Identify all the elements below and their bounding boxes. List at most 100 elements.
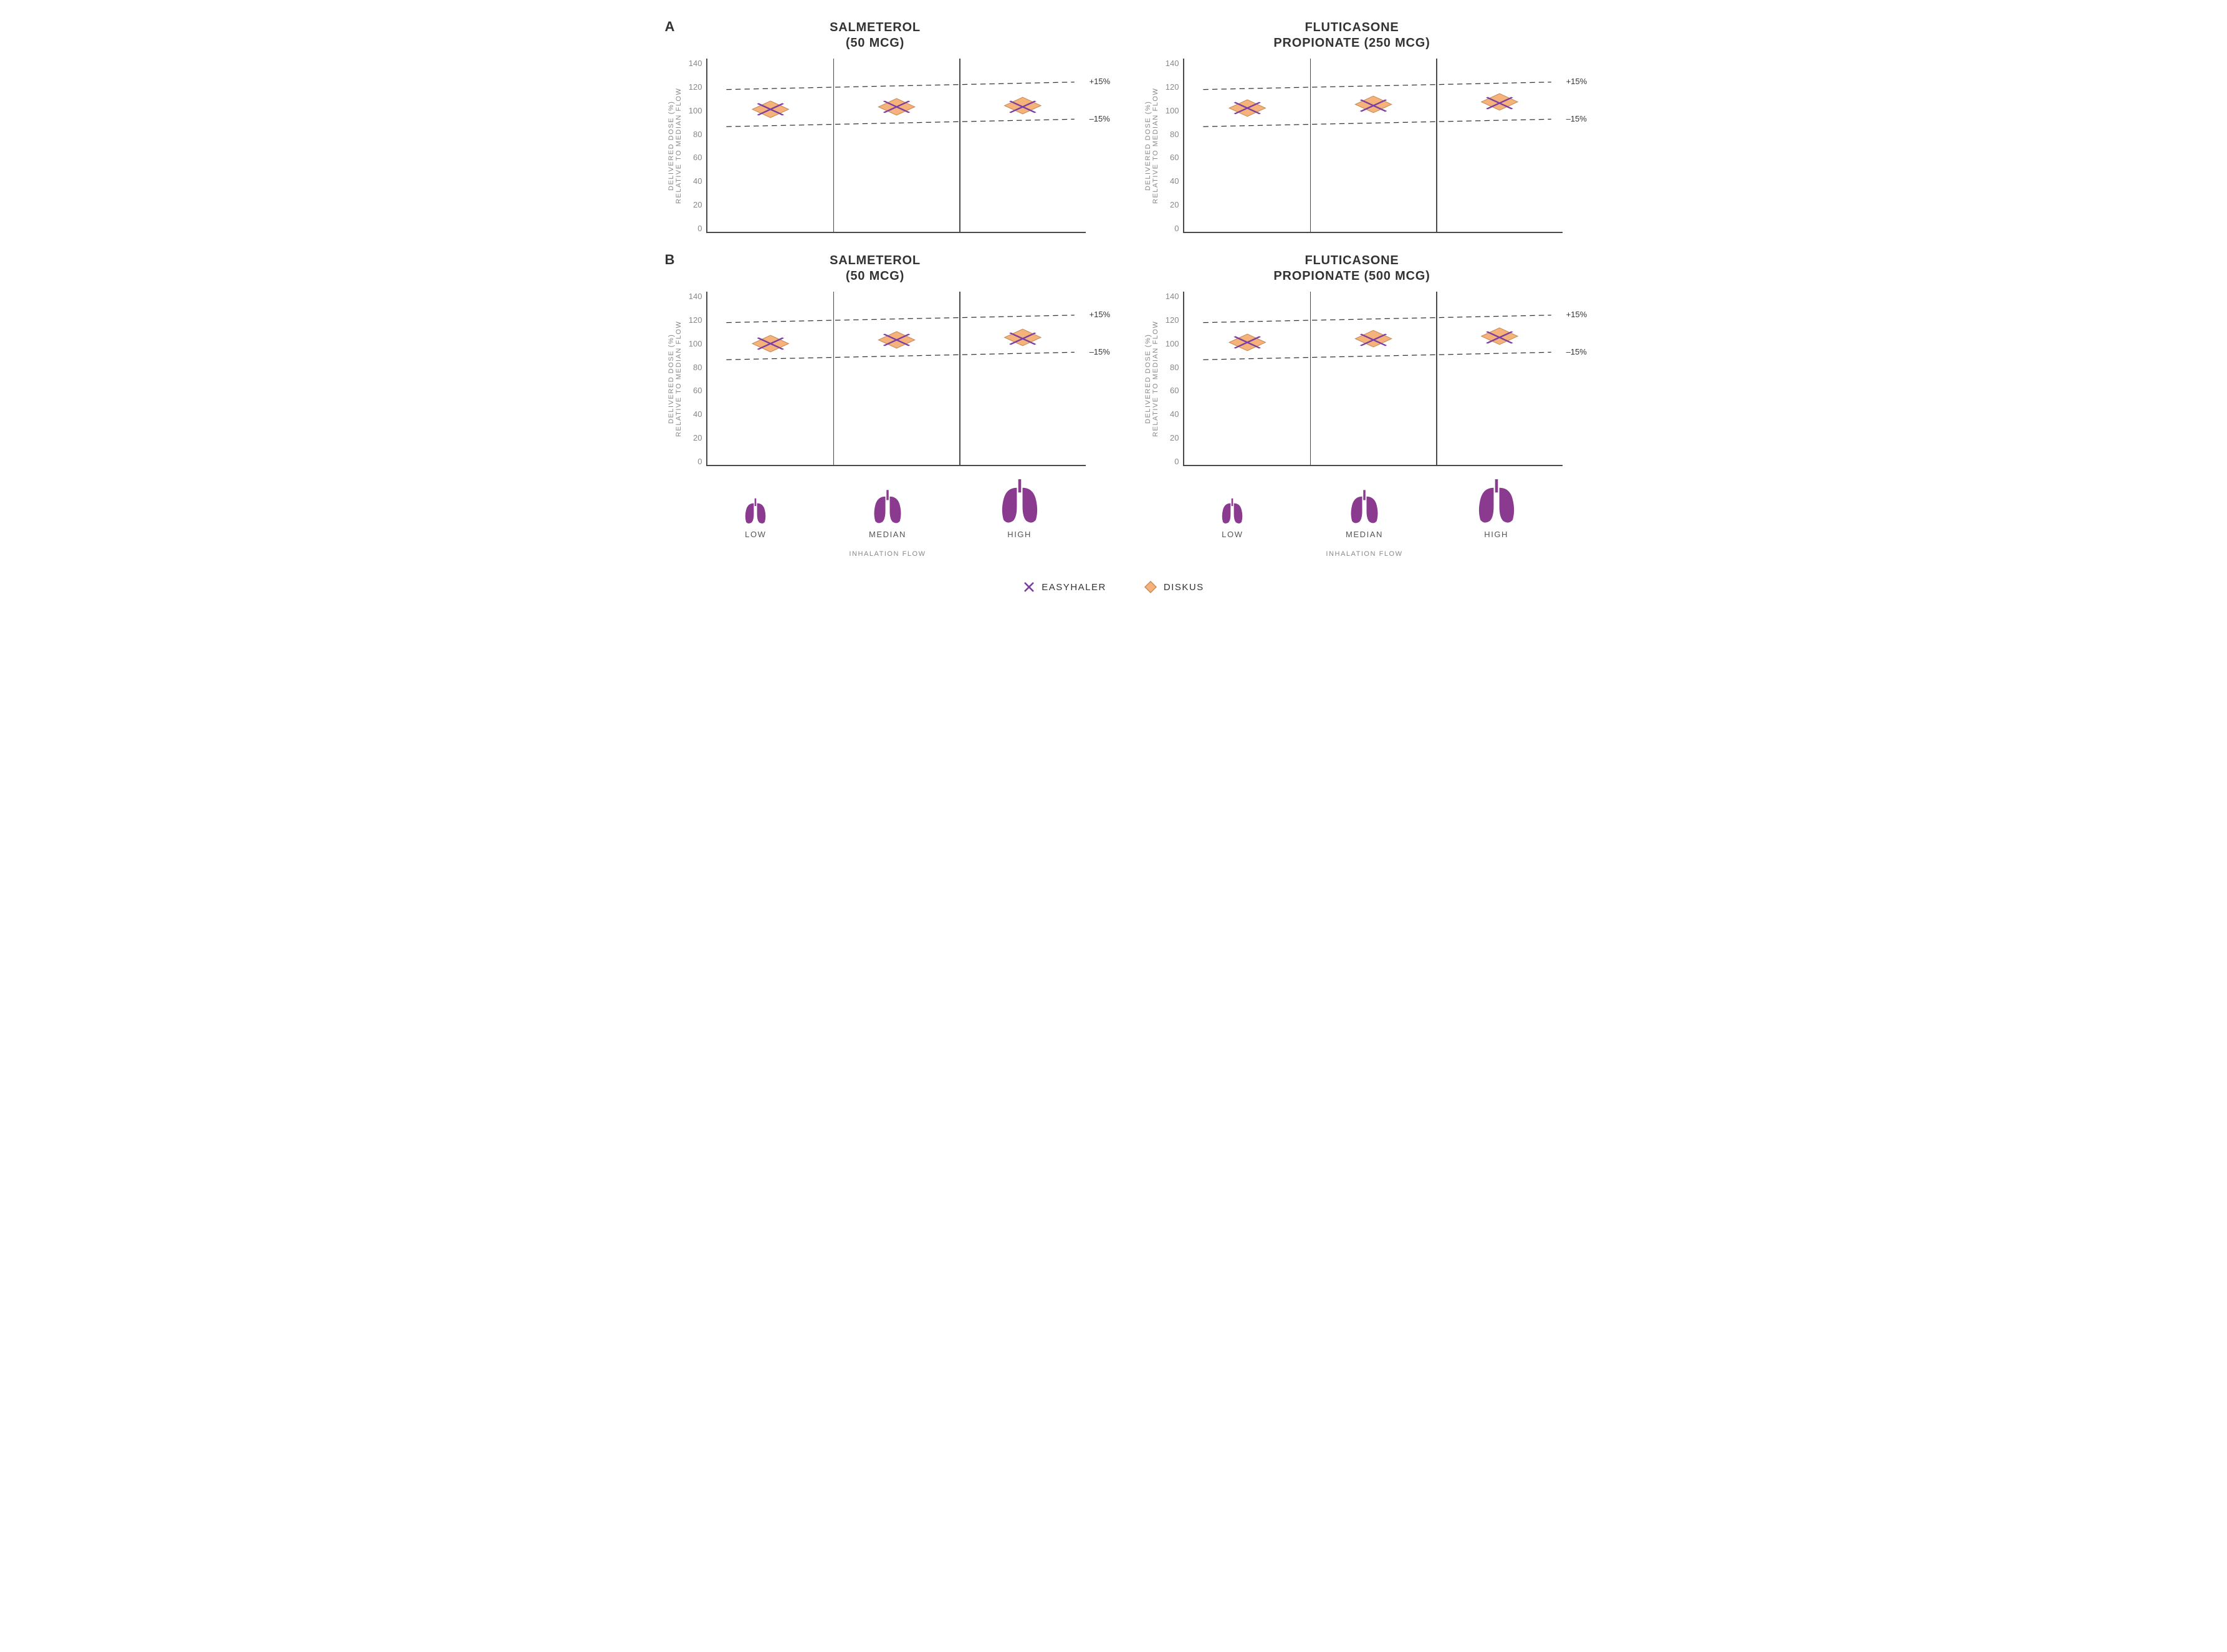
plot-area: +15% –15% (706, 292, 1086, 466)
x-axis-label: INHALATION FLOW (1142, 550, 1563, 558)
panel-label: B (665, 252, 675, 268)
panel-label: A (665, 19, 675, 35)
y-tick: 100 (689, 339, 702, 348)
plot-area: +15% –15% (1183, 59, 1563, 233)
upper-bound-label: +15% (1090, 310, 1111, 319)
chart-panel: A SALMETEROL (50 MCG) DELIVERED DOSE (%)… (665, 19, 1086, 233)
category-label: HIGH (1484, 530, 1508, 539)
lower-bound-label: –15% (1566, 347, 1587, 356)
chart-body: DELIVERED DOSE (%)RELATIVE TO MEDIAN FLO… (665, 292, 1086, 466)
legend-easyhaler: EASYHALER (1023, 581, 1106, 593)
y-tick: 60 (1170, 386, 1179, 395)
y-tick: 40 (1170, 176, 1179, 186)
y-tick: 60 (1170, 153, 1179, 162)
y-tick: 20 (693, 200, 702, 209)
lung-icon (742, 497, 769, 525)
lung-icon (869, 489, 906, 525)
y-tick: 40 (693, 176, 702, 186)
lower-bound-label: –15% (1566, 114, 1587, 123)
legend-easyhaler-label: EASYHALER (1042, 582, 1106, 593)
panel-title-line2: (50 MCG) (665, 36, 1086, 51)
y-tick: 100 (1166, 106, 1179, 115)
y-axis-label: DELIVERED DOSE (%)RELATIVE TO MEDIAN FLO… (1142, 71, 1162, 221)
lung-column: MEDIAN (1299, 489, 1430, 539)
y-tick: 80 (693, 363, 702, 372)
y-tick: 80 (1170, 363, 1179, 372)
y-tick: 0 (1174, 224, 1179, 233)
category-label: HIGH (1007, 530, 1032, 539)
y-tick: 0 (697, 457, 702, 466)
chart-body: DELIVERED DOSE (%)RELATIVE TO MEDIAN FLO… (1142, 59, 1563, 233)
panel-title-line2: PROPIONATE (500 MCG) (1142, 269, 1563, 284)
panel-title: FLUTICASONE PROPIONATE (250 MCG) (1142, 19, 1563, 52)
y-tick: 0 (697, 224, 702, 233)
upper-bound-label: +15% (1566, 310, 1588, 319)
y-tick: 120 (1166, 315, 1179, 325)
y-tick: 100 (1166, 339, 1179, 348)
lower-bound-label: –15% (1090, 347, 1110, 356)
lung-icon (1346, 489, 1382, 525)
panel-title-line2: PROPIONATE (250 MCG) (1142, 36, 1563, 51)
lung-column: HIGH (954, 477, 1085, 539)
plot-area: +15% –15% (1183, 292, 1563, 466)
y-tick: 120 (689, 315, 702, 325)
category-label: MEDIAN (869, 530, 906, 539)
y-axis-label: DELIVERED DOSE (%)RELATIVE TO MEDIAN FLO… (1142, 304, 1162, 454)
y-tick: 0 (1174, 457, 1179, 466)
category-label: LOW (745, 530, 766, 539)
lung-row: LOW MEDIAN HIGH (1142, 477, 1563, 539)
category-label: MEDIAN (1346, 530, 1383, 539)
lung-column: LOW (1167, 497, 1298, 539)
y-tick: 20 (1170, 200, 1179, 209)
diamond-marker-icon (1144, 580, 1157, 594)
y-tick: 20 (1170, 433, 1179, 442)
y-axis-label: DELIVERED DOSE (%)RELATIVE TO MEDIAN FLO… (665, 71, 685, 221)
y-tick: 60 (693, 386, 702, 395)
lung-column: MEDIAN (822, 489, 953, 539)
panel-title: SALMETEROL (50 MCG) (665, 19, 1086, 52)
y-ticks: 0 20 40 60 80 100 120 140 (685, 59, 706, 233)
legend-diskus-label: DISKUS (1164, 582, 1204, 593)
lung-icon (1219, 497, 1246, 525)
y-tick: 40 (693, 409, 702, 419)
panel-title-line1: FLUTICASONE (1142, 20, 1563, 36)
lung-row: LOW MEDIAN HIGH (665, 477, 1086, 539)
y-tick: 80 (693, 130, 702, 139)
y-tick: 120 (1166, 82, 1179, 92)
y-ticks: 0 20 40 60 80 100 120 140 (1162, 292, 1183, 466)
panel-title-line2: (50 MCG) (665, 269, 1086, 284)
lung-icon (1473, 477, 1520, 525)
chart-body: DELIVERED DOSE (%)RELATIVE TO MEDIAN FLO… (665, 59, 1086, 233)
plot-svg (1184, 59, 1563, 232)
y-tick: 140 (1166, 59, 1179, 68)
panel-title: FLUTICASONE PROPIONATE (500 MCG) (1142, 252, 1563, 285)
y-tick: 60 (693, 153, 702, 162)
upper-bound-label: +15% (1090, 77, 1111, 86)
y-tick: 140 (689, 59, 702, 68)
panel-title-line1: SALMETEROL (665, 20, 1086, 36)
lung-column: LOW (691, 497, 821, 539)
category-label: LOW (1222, 530, 1243, 539)
y-tick: 40 (1170, 409, 1179, 419)
chart-panel: FLUTICASONE PROPIONATE (500 MCG) DELIVER… (1142, 252, 1563, 558)
x-marker-icon (1023, 581, 1035, 593)
chart-panel: B SALMETEROL (50 MCG) DELIVERED DOSE (%)… (665, 252, 1086, 558)
panel-title-line1: SALMETEROL (665, 253, 1086, 269)
y-ticks: 0 20 40 60 80 100 120 140 (685, 292, 706, 466)
plot-area: +15% –15% (706, 59, 1086, 233)
lung-column: HIGH (1431, 477, 1562, 539)
y-tick: 120 (689, 82, 702, 92)
panel-title-line1: FLUTICASONE (1142, 253, 1563, 269)
y-tick: 140 (689, 292, 702, 301)
upper-bound-label: +15% (1566, 77, 1588, 86)
y-tick: 100 (689, 106, 702, 115)
y-ticks: 020406080100120140 (1162, 59, 1183, 233)
y-tick: 140 (1166, 292, 1179, 301)
y-tick: 20 (693, 433, 702, 442)
legend-diskus: DISKUS (1144, 580, 1204, 594)
legend: EASYHALER DISKUS (19, 580, 2208, 594)
plot-svg (707, 292, 1086, 465)
lung-icon (996, 477, 1043, 525)
chart-panel: FLUTICASONE PROPIONATE (250 MCG) DELIVER… (1142, 19, 1563, 233)
lower-bound-label: –15% (1090, 114, 1110, 123)
